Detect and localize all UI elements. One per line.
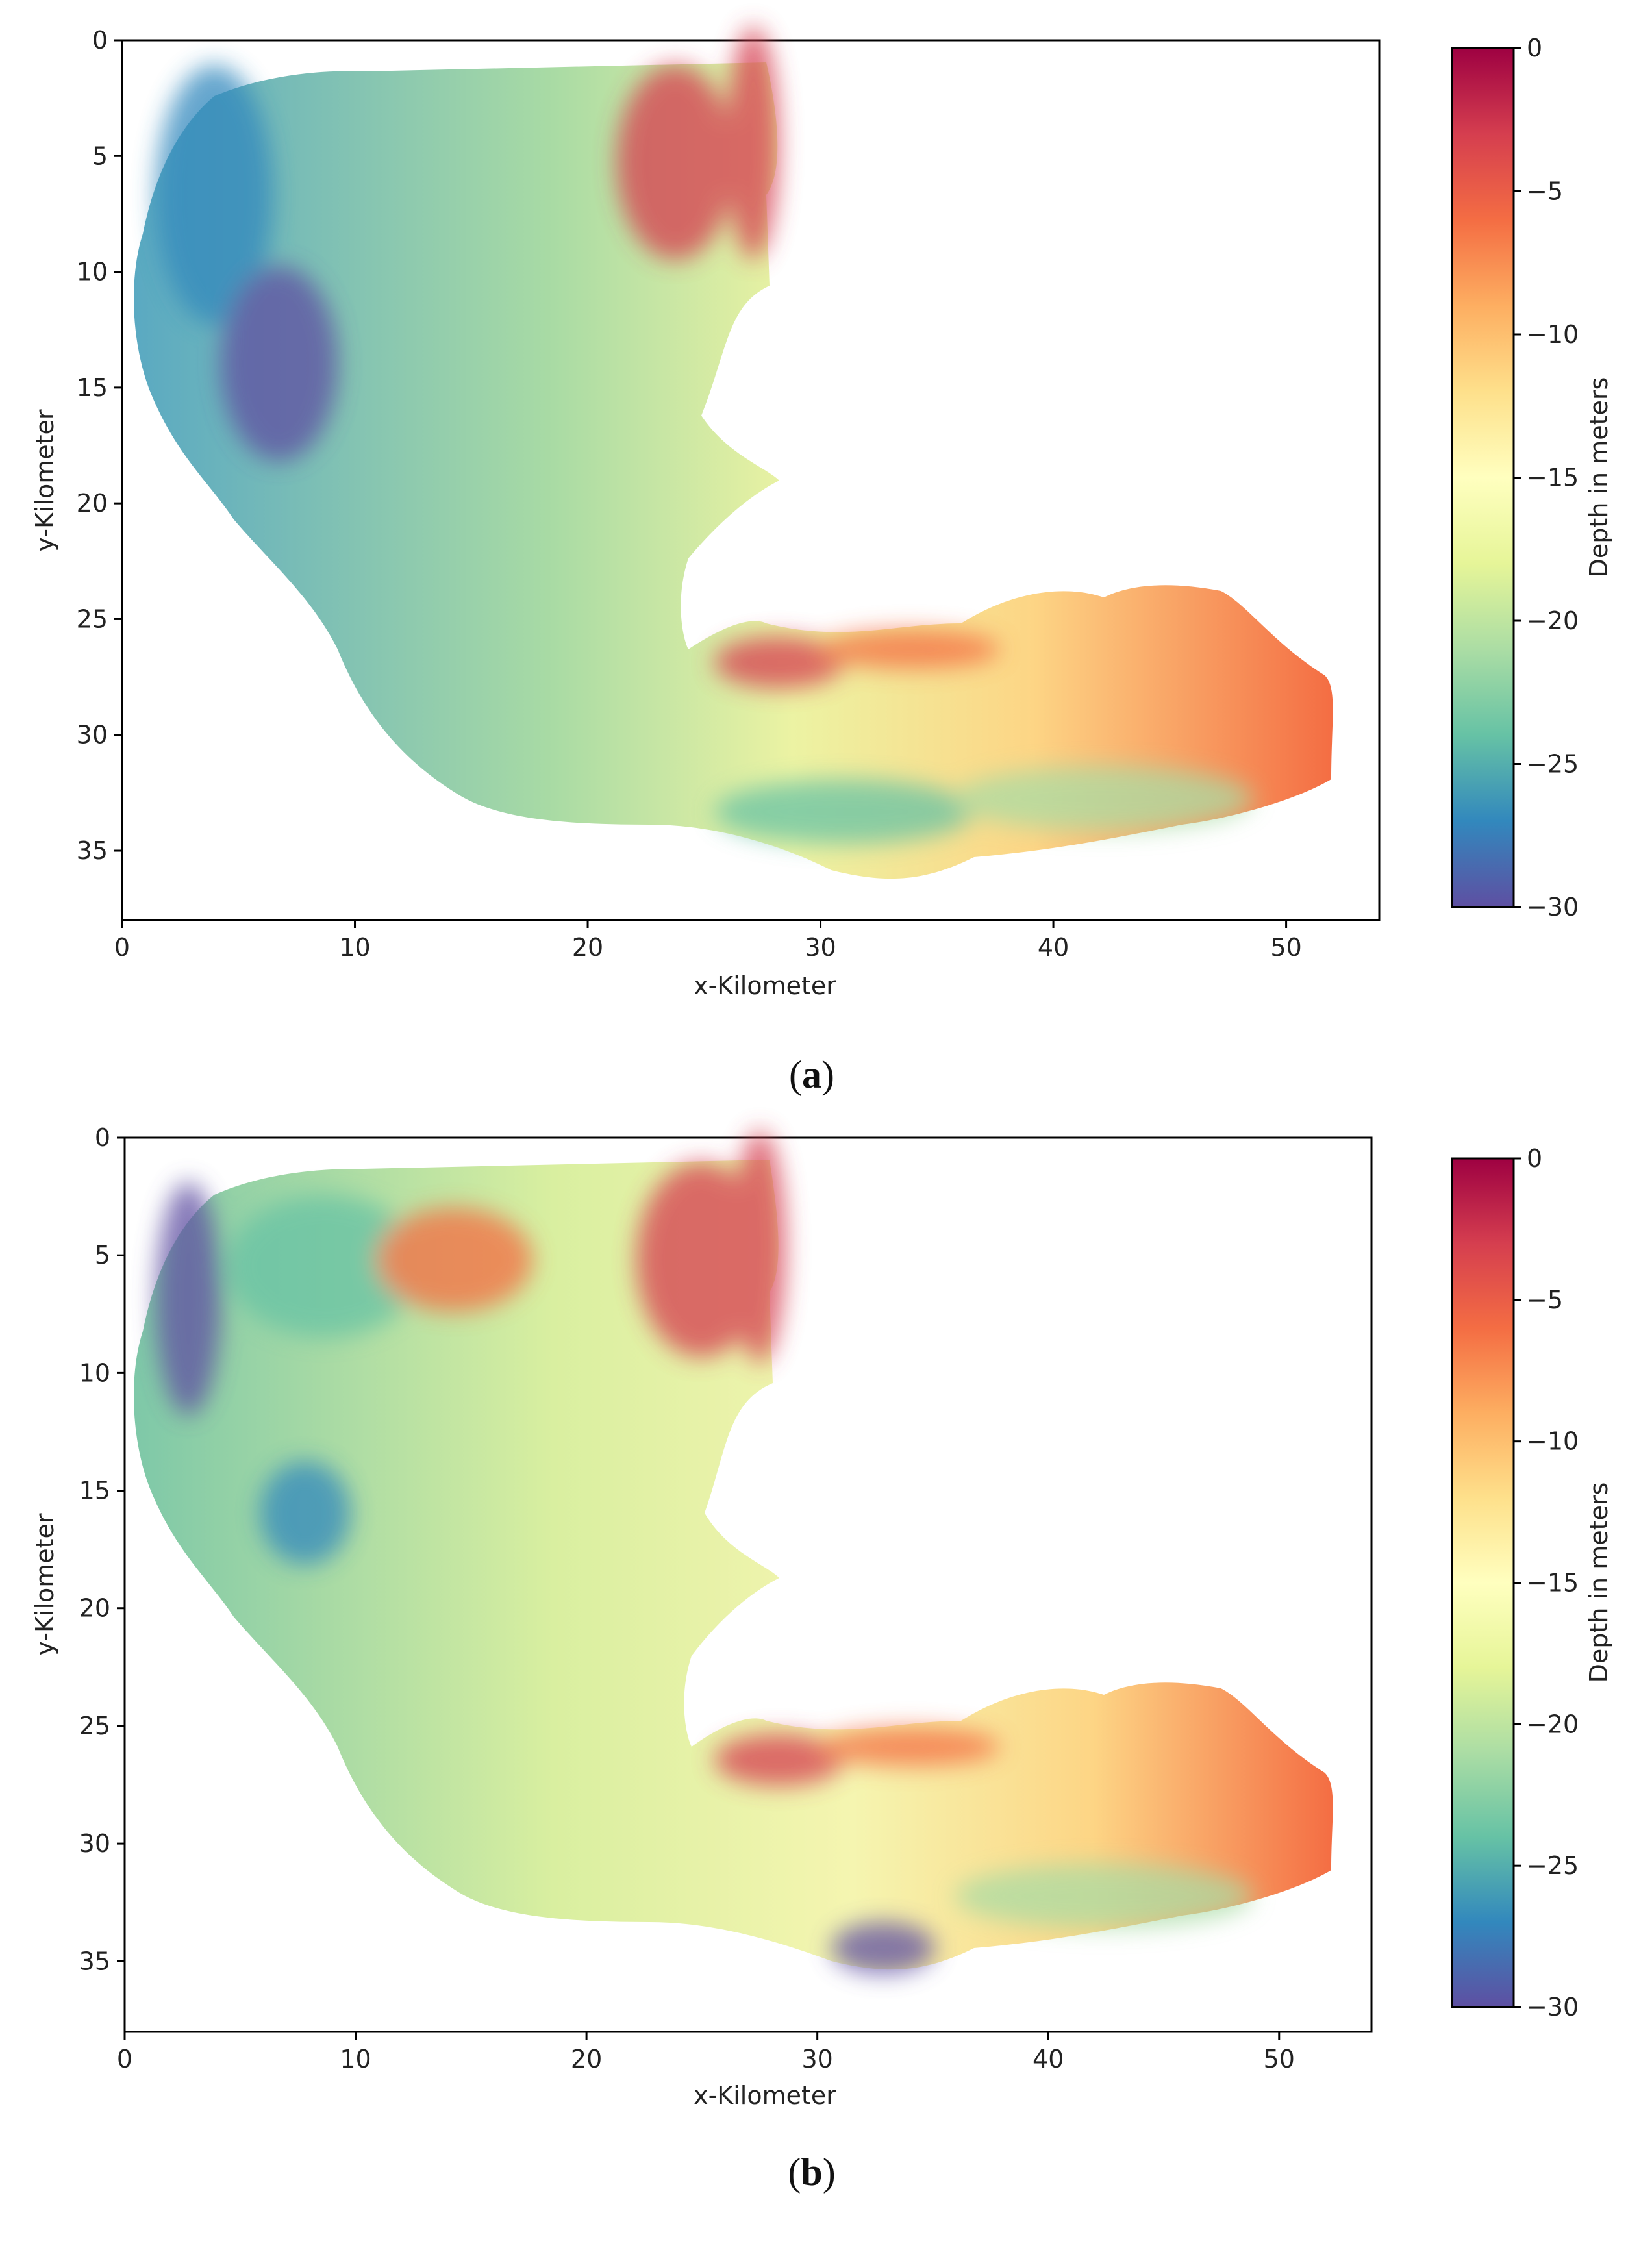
colorbar-tick-label: −5 [1527,1286,1563,1314]
y-tick-label: 10 [79,1358,110,1387]
y-tick-label: 5 [95,1241,110,1269]
depth-map [134,1130,1333,1974]
x-tick-label: 20 [572,933,603,962]
colorbar-ticks: 0 −5 −10 −15 −20 −25 −30 [1514,1144,1579,2021]
colorbar-ticks: 0 −5 −10 −15 −20 −25 −30 [1514,34,1579,921]
colorbar-tick-label: −30 [1527,1993,1579,2021]
colorbar-tick-label: −25 [1527,1851,1579,1880]
y-tick-label: 35 [79,1947,110,1975]
colorbar-tick-label: 0 [1527,1144,1542,1173]
panel-a: 0 10 20 30 40 50 x-Kilometer 0 5 10 15 20 25 30 35 y… [31,26,1613,1096]
y-tick-label: 30 [77,721,108,749]
y-tick-label: 5 [92,142,108,170]
depth-map-region [134,62,1333,879]
colorbar-tick-label: −5 [1527,177,1563,206]
colorbar-tick-label: −20 [1527,606,1579,635]
x-tick-label: 10 [339,933,370,962]
x-tick-label: 30 [805,933,836,962]
x-tick-label: 0 [114,933,130,962]
y-tick-label: 25 [79,1712,110,1740]
y-axis: 0 5 10 15 20 25 30 35 [79,1123,125,1975]
x-tick-label: 50 [1264,2045,1295,2073]
y-tick-label: 0 [95,1123,110,1152]
y-tick-label: 20 [77,489,108,518]
colorbar-tick-label: 0 [1527,34,1542,62]
panel-caption: (b) [788,2151,835,2194]
x-axis-label: x-Kilometer [694,2081,836,2110]
colorbar-tick-label: −10 [1527,320,1579,349]
x-axis: 0 10 20 30 40 50 [114,920,1302,962]
x-tick-label: 40 [1038,933,1069,962]
x-axis: 0 10 20 30 40 50 [117,2032,1295,2073]
colorbar-label: Depth in meters [1584,377,1613,578]
y-tick-label: 15 [77,373,108,402]
colorbar-tick-label: −15 [1527,1569,1579,1597]
y-tick-label: 25 [77,605,108,633]
panel-b: 0 10 20 30 40 50 x-Kilometer 0 5 10 15 20 25 30 35 y… [31,1123,1613,2194]
y-tick-label: 0 [92,26,108,55]
depth-map-region [134,1160,1333,1970]
x-tick-label: 40 [1032,2045,1064,2073]
colorbar-label: Depth in meters [1584,1482,1613,1683]
colorbar-tick-label: −30 [1527,893,1579,921]
y-tick-label: 20 [79,1594,110,1623]
y-tick-label: 35 [77,836,108,865]
x-tick-label: 20 [571,2045,602,2073]
colorbar-tick-label: −25 [1527,750,1579,779]
x-axis-label: x-Kilometer [694,971,836,1000]
x-tick-label: 10 [340,2045,371,2073]
y-tick-label: 10 [77,258,108,286]
y-axis: 0 5 10 15 20 25 30 35 [77,26,122,865]
y-tick-label: 15 [79,1477,110,1505]
panel-caption: (a) [789,1053,834,1096]
x-tick-label: 50 [1270,933,1301,962]
depth-map [134,26,1333,879]
colorbar-tick-label: −10 [1527,1427,1579,1456]
colorbar [1451,1157,1515,2008]
x-tick-label: 30 [801,2045,832,2073]
colorbar [1451,47,1515,908]
colorbar-tick-label: −20 [1527,1710,1579,1738]
y-tick-label: 30 [79,1829,110,1858]
x-tick-label: 0 [117,2045,132,2073]
y-axis-label: y-Kilometer [31,409,59,551]
colorbar-tick-label: −15 [1527,464,1579,492]
y-axis-label: y-Kilometer [31,1513,59,1655]
